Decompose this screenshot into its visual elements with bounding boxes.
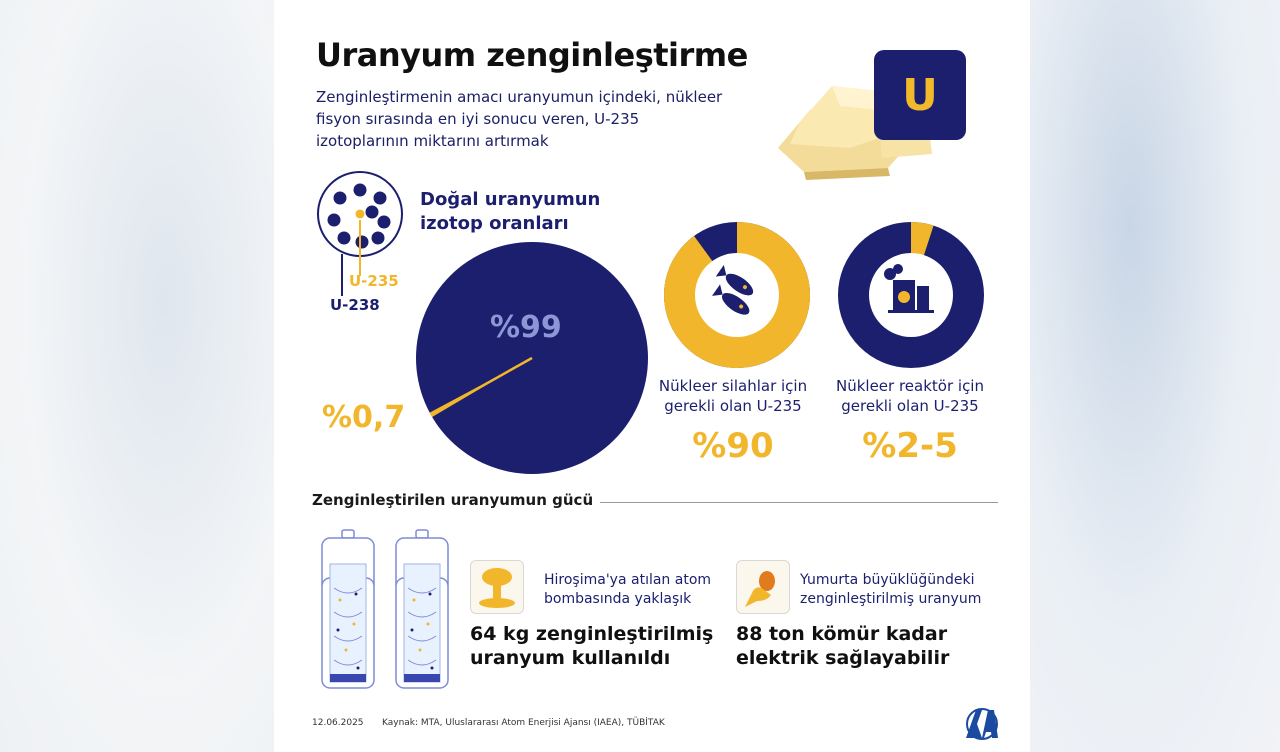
mushroom-cloud-icon xyxy=(479,568,515,608)
u238-label: U-238 xyxy=(330,296,380,314)
egg-small-line2: zenginleştirilmiş uranyum xyxy=(800,591,982,607)
egg-hand-icon-box xyxy=(736,560,790,614)
power-section-title: Zenginleştirilen uranyumun gücü xyxy=(312,491,594,509)
weapons-caption-line1: Nükleer silahlar için xyxy=(658,377,808,395)
isotope-title-line2: izotop oranları xyxy=(420,213,569,234)
egg-small-text: Yumurta büyüklüğündeki zenginleştirilmiş… xyxy=(800,571,1020,609)
hiroshima-big-text: 64 kg zenginleştirilmiş uranyum kullanıl… xyxy=(470,622,730,670)
reactor-donut-chart xyxy=(838,222,984,368)
reactor-caption: Nükleer reaktör için gerekli olan U-235 xyxy=(826,376,994,416)
reactor-value: %2-5 xyxy=(862,426,958,466)
aa-logo xyxy=(966,708,998,740)
isotope-title-line1: Doğal uranyumun xyxy=(420,189,601,210)
hand-holding-egg-icon xyxy=(745,571,775,607)
reactor-icon xyxy=(884,264,934,313)
section-divider xyxy=(600,502,998,503)
mushroom-cloud-icon-box xyxy=(470,560,524,614)
fuel-canister-icon xyxy=(395,529,449,689)
footer-date: 12.06.2025 xyxy=(312,718,364,728)
background-right xyxy=(1030,0,1280,752)
hiroshima-small-line2: bombasında yaklaşık xyxy=(544,591,692,607)
isotope-pie-chart xyxy=(416,242,648,474)
subtitle: Zenginleştirmenin amacı uranyumun içinde… xyxy=(316,88,723,150)
atom-isotope-icon xyxy=(317,171,403,296)
egg-small-line1: Yumurta büyüklüğündeki xyxy=(800,572,975,588)
hiroshima-big-line1: 64 kg zenginleştirilmiş xyxy=(470,623,714,645)
element-symbol-box: U xyxy=(874,50,966,140)
page-title: Uranyum zenginleştirme xyxy=(316,36,748,74)
egg-big-text: 88 ton kömür kadar elektrik sağlayabilir xyxy=(736,622,996,670)
footer-source: Kaynak: MTA, Uluslararası Atom Enerjisi … xyxy=(382,718,665,728)
isotope-title: Doğal uranyumun izotop oranları xyxy=(420,188,620,236)
reactor-caption-line1: Nükleer reaktör için xyxy=(835,377,984,395)
weapons-donut-chart xyxy=(664,222,810,368)
fuel-canister-icon xyxy=(321,529,375,689)
hiroshima-small-text: Hiroşima'ya atılan atom bombasında yakla… xyxy=(544,571,744,609)
egg-big-line1: 88 ton kömür kadar xyxy=(736,623,948,645)
weapons-caption-line2: gerekli olan U-235 xyxy=(664,397,802,415)
background-left xyxy=(0,0,274,752)
hiroshima-big-line2: uranyum kullanıldı xyxy=(470,647,671,669)
bomb-icon xyxy=(712,265,754,315)
reactor-caption-line2: gerekli olan U-235 xyxy=(841,397,979,415)
infographic-card: Uranyum zenginleştirme Zenginleştirmenin… xyxy=(274,0,1030,752)
weapons-value: %90 xyxy=(692,426,774,466)
hiroshima-small-line1: Hiroşima'ya atılan atom xyxy=(544,572,712,588)
pct-u235: %0,7 xyxy=(322,400,406,435)
pie-slice-u235-line xyxy=(430,356,533,416)
weapons-caption: Nükleer silahlar için gerekli olan U-235 xyxy=(648,376,818,416)
u235-label: U-235 xyxy=(349,272,399,290)
egg-big-line2: elektrik sağlayabilir xyxy=(736,647,950,669)
pct-u238: %99 xyxy=(490,310,562,345)
